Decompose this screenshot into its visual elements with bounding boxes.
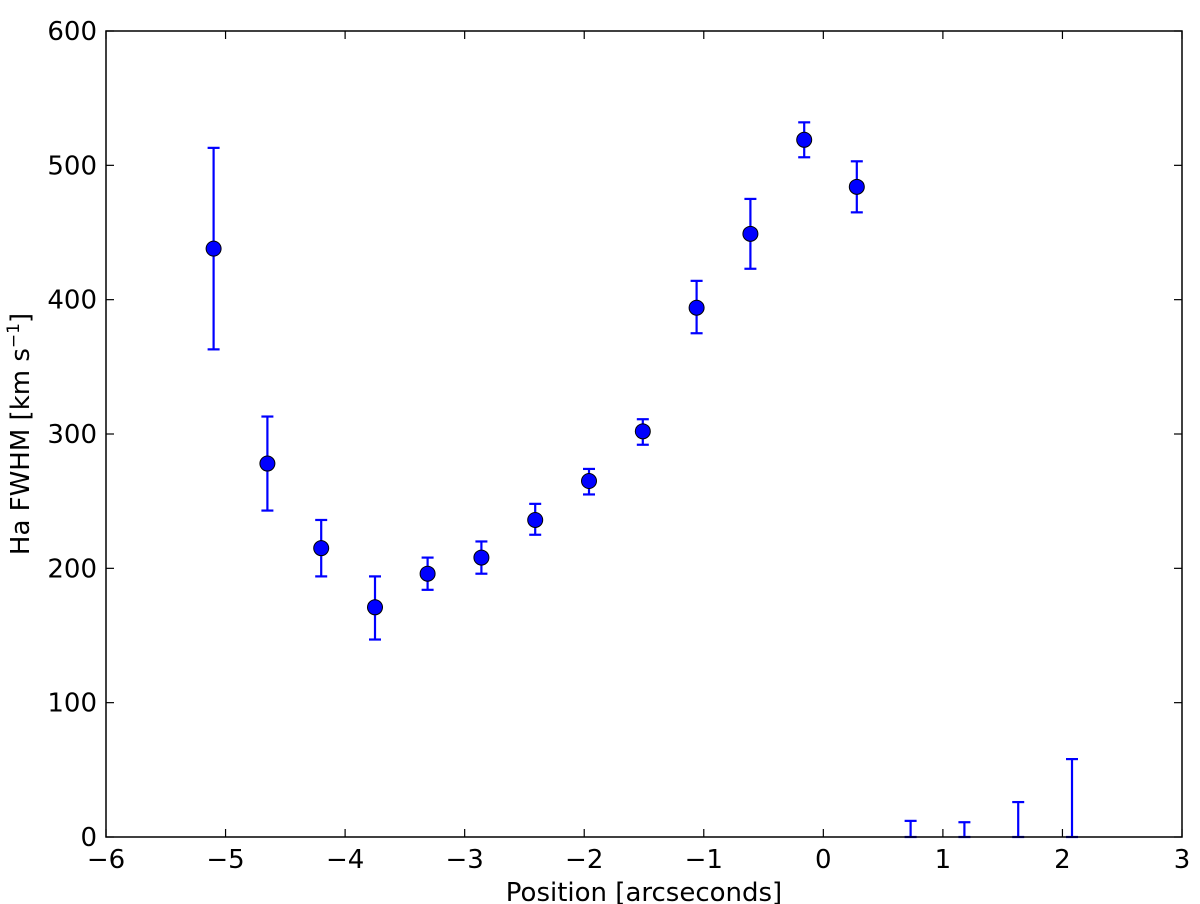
y-tick-label: 300: [47, 420, 97, 450]
y-tick-label: 500: [47, 151, 97, 181]
y-tick-label: 400: [47, 286, 97, 316]
y-axis-label-main: Ha FWHM [km s: [6, 348, 36, 555]
x-tick-label: 3: [1174, 845, 1191, 875]
data-point: [313, 540, 330, 557]
data-point: [796, 131, 813, 148]
data-point: [688, 299, 705, 316]
x-tick-label: −6: [87, 845, 125, 875]
y-tick-label: 200: [47, 554, 97, 584]
y-axis-label: Ha FWHM [km s−1]: [4, 313, 36, 555]
y-axis-label-superscript: −1: [4, 323, 24, 348]
x-tick-label: −2: [565, 845, 603, 875]
data-point: [419, 565, 436, 582]
data-point: [367, 599, 383, 616]
data-point: [527, 511, 544, 528]
x-tick-label: −1: [685, 845, 723, 875]
y-tick-label: 600: [47, 17, 97, 47]
x-tick-label: −4: [326, 845, 364, 875]
tick-labels-layer: −6 −5 −4 −3 −2 −1 0 1 2 3 0 100 200 300 400 500 600: [47, 17, 1190, 875]
data-point: [581, 473, 598, 490]
data-point: [473, 549, 490, 566]
x-tick-label: 0: [815, 845, 832, 875]
markers-layer: [205, 131, 865, 616]
data-point: [848, 178, 865, 195]
x-tick-label: 1: [935, 845, 952, 875]
data-point: [742, 225, 759, 242]
x-tick-label: −3: [446, 845, 484, 875]
ticks-layer: [105, 30, 1183, 838]
x-tick-label: 2: [1054, 845, 1071, 875]
y-axis-label-suffix: ]: [6, 313, 36, 323]
data-point: [634, 423, 651, 440]
y-tick-label: 100: [47, 689, 97, 719]
data-point: [205, 240, 222, 257]
x-axis-label: Position [arcseconds]: [506, 878, 782, 904]
data-point: [259, 455, 276, 472]
y-tick-label: 0: [80, 823, 97, 853]
x-tick-label: −5: [206, 845, 244, 875]
